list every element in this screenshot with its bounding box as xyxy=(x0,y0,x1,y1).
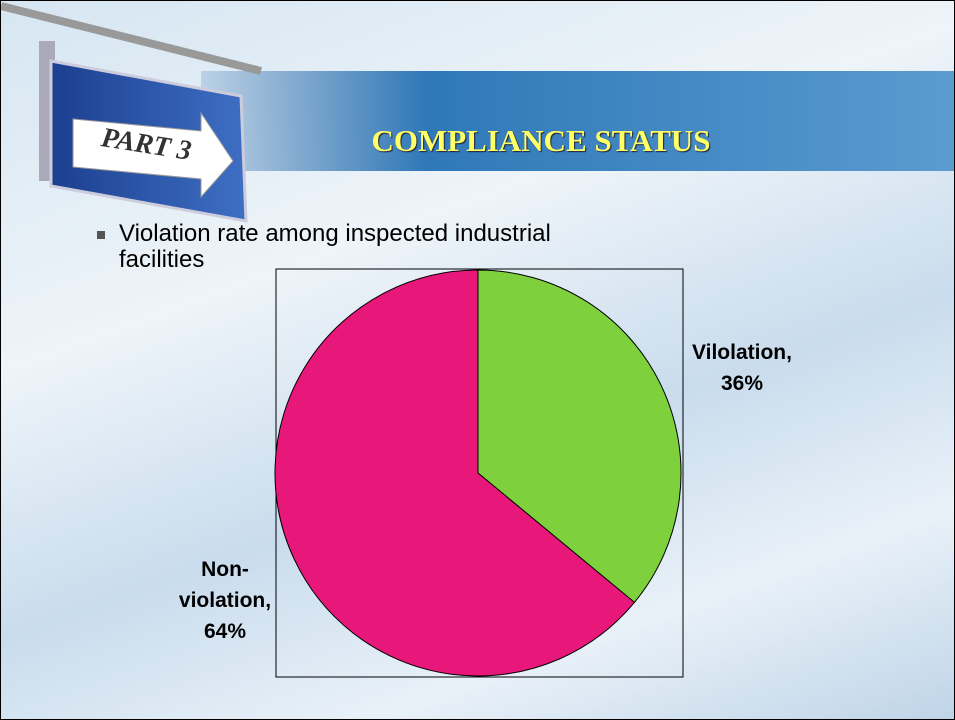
slide-title: COMPLIANCE STATUS xyxy=(371,123,711,158)
slice-label: Non-violation, 64% xyxy=(169,554,281,647)
category-label: Vilolation, xyxy=(692,341,792,364)
bullet-text: Violation rate among inspected industria… xyxy=(119,220,551,273)
pie xyxy=(274,269,682,677)
value-label: 36% xyxy=(720,372,764,395)
header-band xyxy=(201,71,954,171)
pie-slice xyxy=(477,269,682,604)
slice-label: Vilolation, 36% xyxy=(677,337,807,399)
pie-slice xyxy=(274,269,636,677)
sign-arrow xyxy=(72,111,234,199)
value-label: 64% xyxy=(203,620,247,643)
sign-bar xyxy=(1,2,262,75)
bullet-mark xyxy=(97,231,105,239)
category-label: Non-violation, xyxy=(178,558,272,612)
